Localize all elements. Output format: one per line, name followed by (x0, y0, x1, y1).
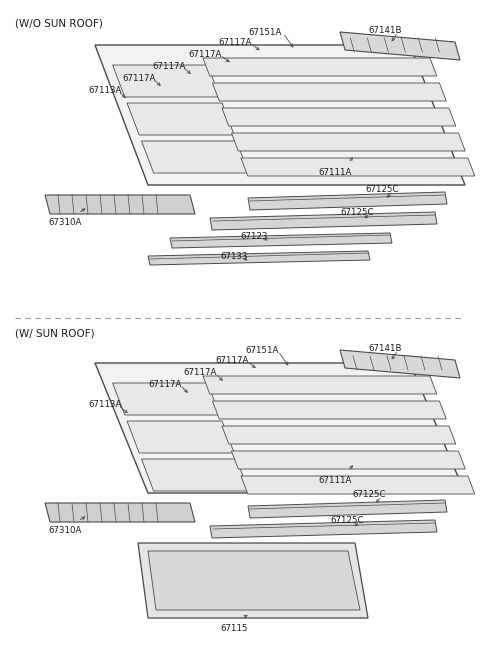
Text: 67125C: 67125C (352, 490, 385, 499)
Text: 67141B: 67141B (368, 344, 401, 353)
Polygon shape (142, 141, 249, 173)
Text: 67125C: 67125C (330, 516, 363, 525)
Polygon shape (142, 459, 249, 491)
Text: 67111A: 67111A (318, 168, 351, 177)
Polygon shape (170, 233, 392, 248)
Polygon shape (241, 476, 475, 494)
Text: 67141B: 67141B (368, 26, 401, 35)
Polygon shape (231, 133, 465, 151)
Text: (W/ SUN ROOF): (W/ SUN ROOF) (15, 328, 95, 338)
Text: 67133: 67133 (220, 252, 248, 261)
Polygon shape (148, 551, 360, 610)
Text: (W/O SUN ROOF): (W/O SUN ROOF) (15, 18, 103, 28)
Polygon shape (113, 65, 220, 97)
Polygon shape (213, 401, 446, 419)
Text: 67111A: 67111A (318, 476, 351, 485)
Polygon shape (113, 383, 220, 415)
Polygon shape (248, 500, 447, 518)
Text: 67117A: 67117A (188, 50, 221, 59)
Text: 67310A: 67310A (48, 218, 82, 227)
Polygon shape (45, 503, 195, 522)
Polygon shape (127, 421, 234, 453)
Text: 67117A: 67117A (152, 62, 185, 71)
Text: 67151A: 67151A (245, 346, 278, 355)
Text: 67123: 67123 (240, 232, 267, 241)
Polygon shape (95, 45, 465, 185)
Text: 67151A: 67151A (248, 28, 281, 37)
Text: 67117A: 67117A (183, 368, 216, 377)
Polygon shape (203, 376, 437, 394)
Polygon shape (340, 32, 460, 60)
Polygon shape (213, 83, 446, 101)
Text: 67117A: 67117A (218, 38, 252, 47)
Text: 67125C: 67125C (340, 208, 373, 217)
Polygon shape (340, 350, 460, 378)
Polygon shape (148, 251, 370, 265)
Polygon shape (127, 103, 234, 135)
Text: 67117A: 67117A (148, 380, 181, 389)
Text: 67310A: 67310A (48, 526, 82, 535)
Polygon shape (210, 212, 437, 230)
Text: 67115: 67115 (220, 624, 248, 633)
Polygon shape (222, 108, 456, 126)
Polygon shape (222, 426, 456, 444)
Polygon shape (241, 158, 475, 176)
Polygon shape (210, 520, 437, 538)
Polygon shape (45, 195, 195, 214)
Polygon shape (248, 192, 447, 210)
Text: 67117A: 67117A (215, 356, 248, 365)
Text: 67125C: 67125C (365, 185, 398, 194)
Polygon shape (138, 543, 368, 618)
Polygon shape (203, 58, 437, 76)
Text: 67117A: 67117A (122, 74, 156, 83)
Text: 67113A: 67113A (88, 86, 121, 95)
Text: 67113A: 67113A (88, 400, 121, 409)
Polygon shape (95, 363, 465, 493)
Polygon shape (231, 451, 465, 469)
